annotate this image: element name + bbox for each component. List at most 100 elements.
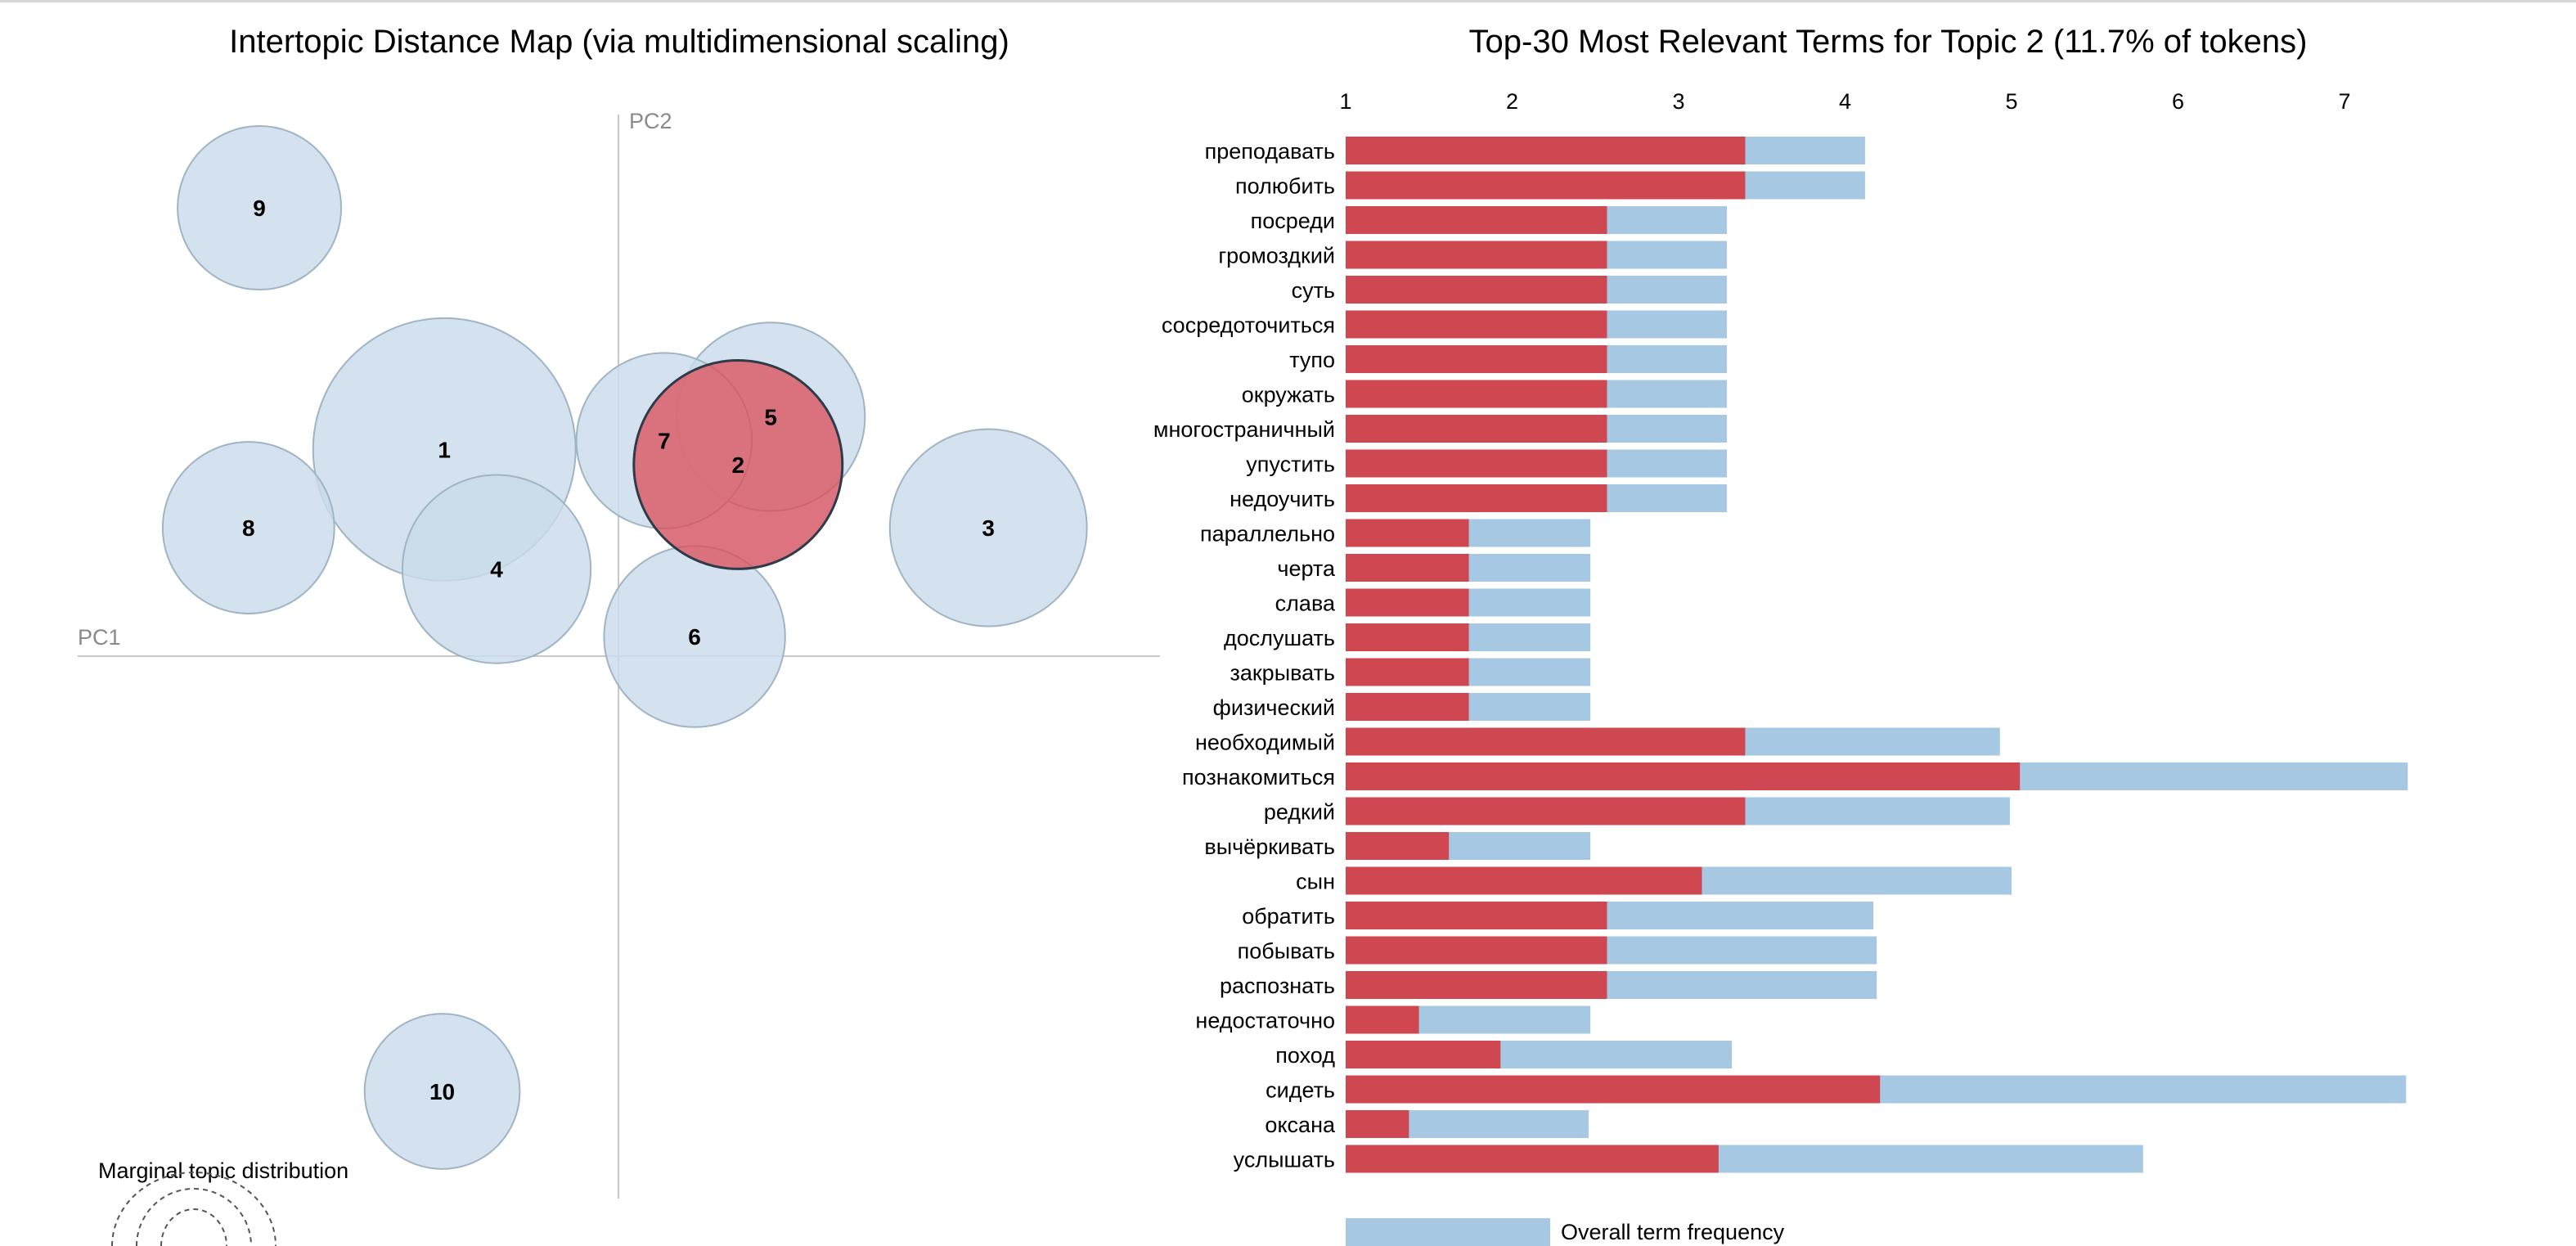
term-label-4[interactable]: громоздкий (1218, 244, 1335, 268)
topic-bar-13[interactable] (1346, 554, 1469, 582)
marginal-distribution-label: Marginal topic distribution (98, 1158, 348, 1183)
topic-bar-2[interactable] (1346, 171, 1746, 200)
relevant-terms-title: Top-30 Most Relevant Terms for Topic 2 (… (1469, 24, 2308, 60)
term-label-8[interactable]: окружать (1242, 383, 1335, 407)
topic-bar-17[interactable] (1346, 693, 1469, 721)
term-label-16[interactable]: закрывать (1230, 661, 1335, 686)
topic-bar-1[interactable] (1346, 137, 1746, 164)
pc1-axis-label: PC1 (78, 625, 121, 650)
x-tick-2: 2 (1506, 89, 1518, 114)
topic-label-1: 1 (438, 437, 451, 462)
top-divider (0, 0, 2576, 2)
topic-label-3: 3 (982, 515, 995, 541)
x-tick-5: 5 (2005, 89, 2017, 114)
term-label-14[interactable]: слава (1275, 592, 1336, 616)
topic-bar-22[interactable] (1346, 866, 1702, 895)
term-label-17[interactable]: физический (1213, 695, 1335, 720)
topic-bar-23[interactable] (1346, 902, 1607, 929)
topic-bar-19[interactable] (1346, 762, 2021, 790)
marginal-circle-large (111, 1172, 276, 1246)
marginal-circle-small (160, 1208, 227, 1246)
topic-label-4: 4 (490, 557, 503, 583)
term-label-20[interactable]: редкий (1264, 800, 1335, 825)
term-label-11[interactable]: недоучить (1230, 487, 1335, 511)
topic-bar-9[interactable] (1346, 415, 1607, 443)
topic-bar-21[interactable] (1346, 832, 1450, 860)
topic-bar-29[interactable] (1346, 1110, 1409, 1138)
term-label-18[interactable]: необходимый (1195, 731, 1335, 755)
topic-bar-26[interactable] (1346, 1005, 1419, 1034)
topic-bar-14[interactable] (1346, 588, 1469, 617)
topic-bar-6[interactable] (1346, 310, 1607, 339)
term-labels[interactable]: преподавать полюбить посреди громоздкий суть… (1153, 139, 1336, 1172)
marginal-distribution-legend (111, 1172, 276, 1246)
term-label-2[interactable]: полюбить (1235, 174, 1335, 199)
topic-circles[interactable] (161, 125, 1088, 1170)
topic-label-5: 5 (764, 404, 777, 430)
topic-circle-10[interactable] (363, 1013, 521, 1170)
term-label-19[interactable]: познакомиться (1182, 765, 1335, 789)
topic-label-6: 6 (688, 624, 701, 650)
topic-circle-4[interactable] (401, 474, 592, 664)
pc2-axis-label: PC2 (629, 109, 672, 133)
term-label-23[interactable]: обратить (1242, 904, 1335, 929)
term-bars[interactable] (1346, 137, 2408, 1173)
topic-bar-12[interactable] (1346, 519, 1469, 547)
x-tick-4: 4 (1839, 89, 1851, 114)
x-tick-3: 3 (1672, 89, 1684, 114)
topic-bar-27[interactable] (1346, 1041, 1501, 1068)
topic-circle-3[interactable] (888, 428, 1088, 627)
topic-label-10: 10 (429, 1079, 455, 1104)
marginal-circle-medium (136, 1188, 252, 1246)
topic-bar-28[interactable] (1346, 1075, 1881, 1104)
topic-bar-30[interactable] (1346, 1145, 1719, 1173)
selected-topic-outline (632, 358, 844, 570)
topic-bar-11[interactable] (1346, 484, 1607, 512)
topic-bar-24[interactable] (1346, 936, 1607, 965)
topic-circle-9[interactable] (177, 125, 343, 291)
intertopic-map-title: Intertopic Distance Map (via multidimens… (229, 24, 1009, 60)
term-label-25[interactable]: распознать (1220, 974, 1335, 998)
x-tick-1: 1 (1339, 89, 1351, 114)
selected-topic-fill (633, 360, 843, 569)
term-label-5[interactable]: суть (1292, 278, 1335, 303)
legend-swatch-overall (1346, 1218, 1550, 1246)
topic-circle-8[interactable] (161, 441, 335, 614)
topic-label-9: 9 (253, 196, 266, 221)
term-label-28[interactable]: сидеть (1266, 1078, 1335, 1103)
term-label-13[interactable]: черта (1277, 556, 1336, 581)
topic-bar-16[interactable] (1346, 658, 1469, 686)
x-tick-6: 6 (2172, 89, 2184, 114)
legend-label-overall: Overall term frequency (1561, 1220, 1785, 1244)
topic-bar-10[interactable] (1346, 449, 1607, 478)
topic-bar-5[interactable] (1346, 276, 1607, 304)
bar-x-ticks: 1 2 3 4 5 6 7 (1339, 89, 2350, 114)
term-label-3[interactable]: посреди (1251, 209, 1335, 233)
topic-bar-25[interactable] (1346, 971, 1607, 999)
term-label-22[interactable]: сын (1296, 870, 1335, 894)
topic-bar-4[interactable] (1346, 241, 1607, 269)
term-label-30[interactable]: услышать (1234, 1148, 1335, 1172)
term-label-10[interactable]: упустить (1246, 452, 1335, 477)
term-label-1[interactable]: преподавать (1205, 139, 1335, 164)
term-label-15[interactable]: дослушать (1224, 626, 1335, 650)
topic-labels: 1 2 3 4 5 6 7 8 9 10 (242, 196, 995, 1104)
topic-bar-8[interactable] (1346, 380, 1607, 408)
term-label-26[interactable]: недостаточно (1195, 1009, 1335, 1033)
term-label-29[interactable]: оксана (1265, 1113, 1336, 1137)
term-label-27[interactable]: поход (1275, 1043, 1335, 1068)
term-label-24[interactable]: побывать (1238, 939, 1335, 964)
topic-label-7: 7 (658, 429, 671, 454)
term-label-6[interactable]: сосредоточиться (1162, 313, 1335, 338)
topic-bar-15[interactable] (1346, 623, 1469, 651)
term-label-12[interactable]: параллельно (1200, 522, 1335, 547)
topic-bar-20[interactable] (1346, 797, 1746, 825)
topic-bar-7[interactable] (1346, 345, 1607, 373)
term-label-7[interactable]: тупо (1289, 348, 1335, 372)
topic-bar-3[interactable] (1346, 206, 1607, 234)
term-label-9[interactable]: многостраничный (1153, 417, 1335, 442)
term-label-21[interactable]: вычёркивать (1204, 834, 1335, 859)
topic-bar-18[interactable] (1346, 727, 1746, 756)
x-tick-7: 7 (2338, 89, 2350, 114)
